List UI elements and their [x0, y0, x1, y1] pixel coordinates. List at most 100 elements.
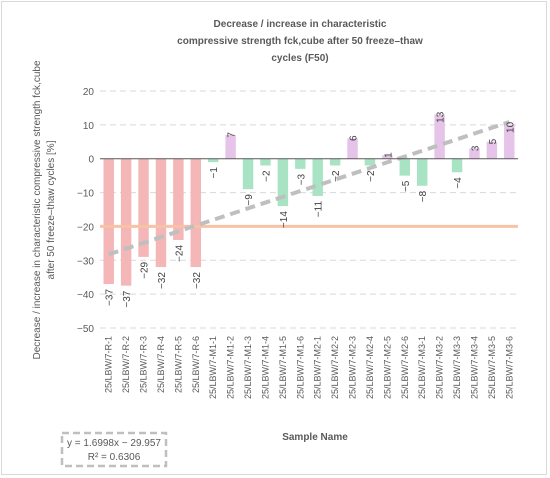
y-tick-label: −30 — [77, 256, 94, 267]
y-axis-label: Decrease / increase in characteristic co… — [32, 60, 57, 359]
data-label: −37 — [105, 289, 116, 306]
y-tick-label: −40 — [77, 290, 94, 301]
data-label: −14 — [279, 211, 290, 228]
y-tick-label: −50 — [77, 324, 94, 335]
bar — [329, 158, 341, 166]
data-label: −32 — [157, 272, 168, 289]
bars — [103, 114, 515, 286]
x-tick-label: 25/LBW/7-M3-5 — [487, 336, 497, 399]
x-tick-label: 25/LBW/7-M2-1 — [313, 336, 323, 399]
data-label: −9 — [244, 194, 255, 206]
x-tick-label: 25/LBW/7-M1-6 — [295, 336, 305, 399]
x-tick-label: 25/LBW/7-M3-2 — [435, 336, 445, 399]
bar — [120, 158, 132, 286]
x-tick-label: 25/LBW/7-M1-3 — [243, 336, 253, 399]
bar — [399, 158, 411, 176]
y-tick-label: 0 — [88, 155, 94, 166]
bar — [242, 158, 254, 190]
data-label: 10 — [505, 121, 516, 133]
data-label: 13 — [436, 111, 447, 123]
x-tick-label: 25/LBW/7-M1-1 — [208, 336, 218, 399]
data-label: −32 — [192, 272, 203, 289]
data-label: 7 — [227, 132, 238, 138]
data-label: −29 — [140, 261, 151, 278]
data-label: 1 — [383, 152, 394, 158]
bar — [364, 158, 376, 166]
x-tick-label: 25/LBW/7-R-4 — [156, 336, 166, 393]
data-label: −2 — [331, 170, 342, 182]
bar — [451, 158, 463, 173]
trendline-r-squared: R² = 0.6306 — [88, 452, 141, 463]
bar — [504, 124, 515, 159]
x-tick-label: 25/LBW/7-R-1 — [104, 336, 114, 393]
data-label: −37 — [122, 290, 133, 307]
data-label: −1 — [209, 167, 220, 179]
x-axis-ticks: 25/LBW/7-R-1 25/LBW/7-R-2 25/LBW/7-R-3 25/L… — [104, 336, 515, 399]
x-tick-label: 25/LBW/7-R-5 — [173, 336, 183, 393]
bar — [173, 158, 184, 240]
x-tick-label: 25/LBW/7-M1-4 — [260, 336, 270, 399]
y-tick-label: −10 — [77, 189, 94, 200]
x-tick-label: 25/LBW/7-M2-6 — [400, 336, 410, 399]
bar — [277, 158, 289, 207]
bar — [155, 158, 167, 268]
data-label: −5 — [401, 180, 412, 192]
x-tick-label: 25/LBW/7-M3-3 — [452, 336, 462, 399]
data-label: 3 — [470, 145, 481, 151]
bar — [295, 158, 306, 169]
x-tick-label: 25/LBW/7-M3-1 — [417, 336, 427, 399]
trendline-equation: y = 1.6998x − 29.957 — [67, 438, 161, 449]
data-label: −2 — [261, 170, 272, 182]
x-tick-label: 25/LBW/7-M1-2 — [226, 336, 236, 399]
x-tick-label: 25/LBW/7-M2-4 — [365, 336, 375, 399]
bar — [469, 148, 480, 159]
data-label: −11 — [314, 201, 325, 218]
data-labels: −37 −37 −29 −32 −24 −32 −1 7 −9 −2 −14 −3 −11 −2 6 −2 1 −… — [105, 111, 517, 307]
bar — [225, 135, 236, 159]
bar — [486, 141, 498, 159]
data-label: 5 — [488, 138, 499, 144]
trendline-group — [108, 120, 510, 257]
data-label: −8 — [418, 190, 429, 202]
trendline — [108, 120, 510, 257]
data-label: −24 — [174, 245, 185, 262]
bar — [190, 158, 202, 268]
y-tick-label: 20 — [83, 87, 95, 98]
bar — [260, 158, 271, 166]
x-tick-label: 25/LBW/7-M3-6 — [504, 336, 514, 399]
trendline-equation-box: y = 1.6998x − 29.957 R² = 0.6306 — [60, 431, 168, 468]
data-label: −2 — [366, 170, 377, 182]
x-tick-label: 25/LBW/7-M1-5 — [278, 336, 288, 399]
chart-title: Decrease / increase in characteristic co… — [177, 19, 423, 64]
chart-title-line-2: compressive strength fck,cube after 50 f… — [177, 36, 423, 47]
bar — [207, 158, 219, 163]
y-tick-label: 10 — [83, 121, 95, 132]
bar — [103, 158, 114, 284]
x-tick-label: 25/LBW/7-M3-4 — [469, 336, 479, 399]
equation-box-border — [60, 431, 168, 468]
y-axis-label-line-1: Decrease / increase in characteristic co… — [32, 60, 43, 359]
x-tick-label: 25/LBW/7-M2-3 — [348, 336, 358, 399]
bar — [382, 155, 393, 159]
bar — [434, 114, 445, 159]
x-axis-label: Sample Name — [282, 432, 348, 443]
x-tick-label: 25/LBW/7-R-3 — [139, 336, 149, 393]
x-tick-label: 25/LBW/7-R-6 — [191, 336, 201, 393]
data-label: −4 — [453, 177, 464, 189]
bar — [138, 158, 149, 257]
bar — [416, 158, 428, 186]
data-label: −3 — [296, 173, 307, 185]
y-tick-label: −20 — [77, 222, 94, 233]
y-axis-label-line-2: after 50 freeze–thaw cycles [%] — [46, 140, 57, 279]
x-tick-label: 25/LBW/7-M2-2 — [330, 336, 340, 399]
x-tick-label: 25/LBW/7-M2-5 — [382, 336, 392, 399]
chart-title-line-1: Decrease / increase in characteristic — [214, 19, 387, 30]
bar — [312, 158, 323, 196]
bar — [347, 138, 358, 159]
chart-title-line-3: cycles (F50) — [271, 53, 328, 64]
x-tick-label: 25/LBW/7-R-2 — [121, 336, 131, 393]
y-axis-ticks: 20 10 0 −10 −20 −30 −40 −50 — [77, 87, 94, 335]
data-label: 6 — [349, 135, 360, 141]
